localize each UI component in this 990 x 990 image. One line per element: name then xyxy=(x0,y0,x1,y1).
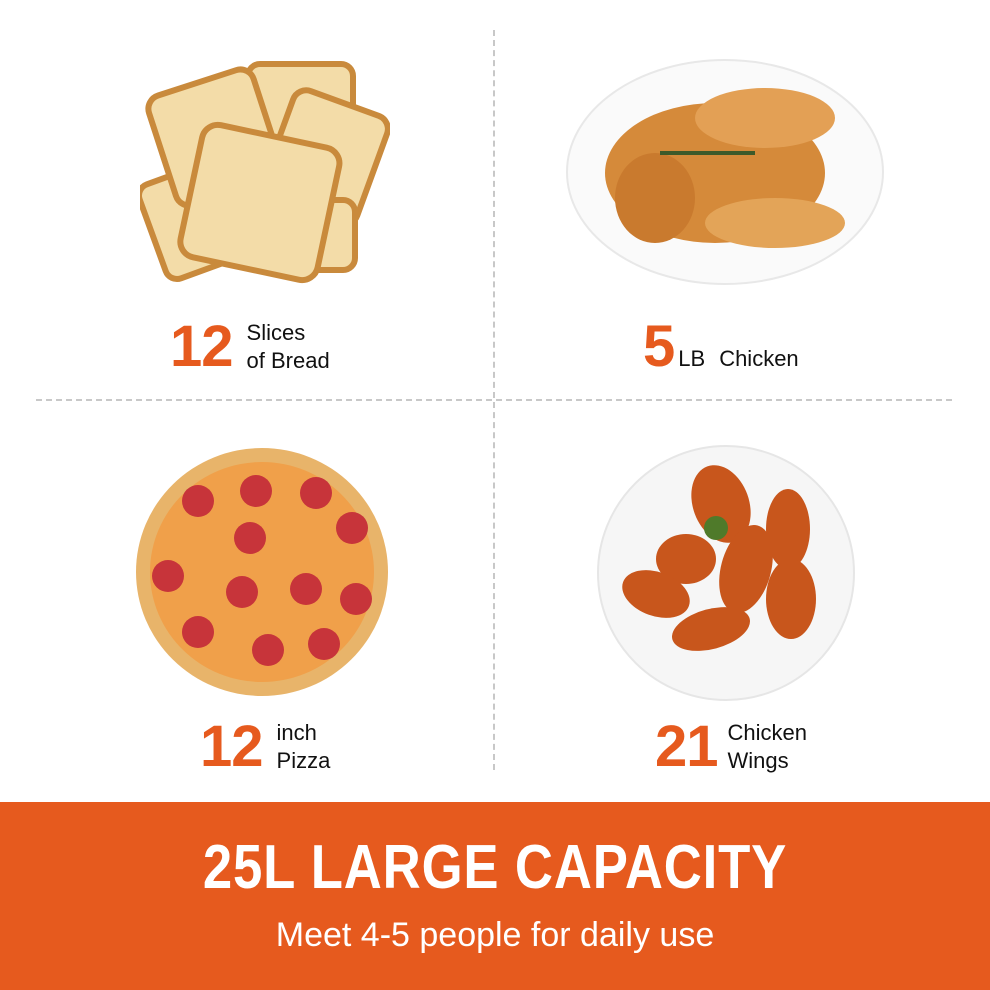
pepperoni-pizza-image xyxy=(136,448,388,696)
roast-chicken-image xyxy=(566,59,884,285)
chicken-weight-unit: LB xyxy=(678,346,706,371)
chicken-label: Chicken xyxy=(719,346,799,371)
banner-subtitle: Meet 4-5 people for daily use xyxy=(275,916,715,954)
bread-count: 12 xyxy=(170,314,234,379)
wings-label-line2: Wings xyxy=(727,748,789,773)
chicken-weight: 5 xyxy=(643,314,675,379)
wings-count: 21 xyxy=(655,714,719,779)
pizza-label-line2: Pizza xyxy=(276,748,331,773)
chicken-wings-image xyxy=(597,445,855,701)
wings-label-line1: Chicken xyxy=(727,720,807,745)
bread-slices-image xyxy=(140,61,390,284)
wings-capacity-label: 21 Chicken Wings xyxy=(655,718,807,776)
capacity-banner: 25L LARGE CAPACITY Meet 4-5 people for d… xyxy=(0,802,990,990)
bread-label-line1: Slices xyxy=(246,320,306,345)
bread-label-line2: of Bread xyxy=(246,348,330,373)
pizza-label-line1: inch xyxy=(276,720,317,745)
pizza-size: 12 xyxy=(200,714,264,779)
chicken-capacity-label: 5 LB Chicken xyxy=(643,318,799,376)
banner-title: 25L LARGE CAPACITY xyxy=(202,833,788,902)
horizontal-divider xyxy=(36,399,952,401)
bread-capacity-label: 12 Slices of Bread xyxy=(170,318,330,376)
pizza-capacity-label: 12 inch Pizza xyxy=(200,718,330,776)
